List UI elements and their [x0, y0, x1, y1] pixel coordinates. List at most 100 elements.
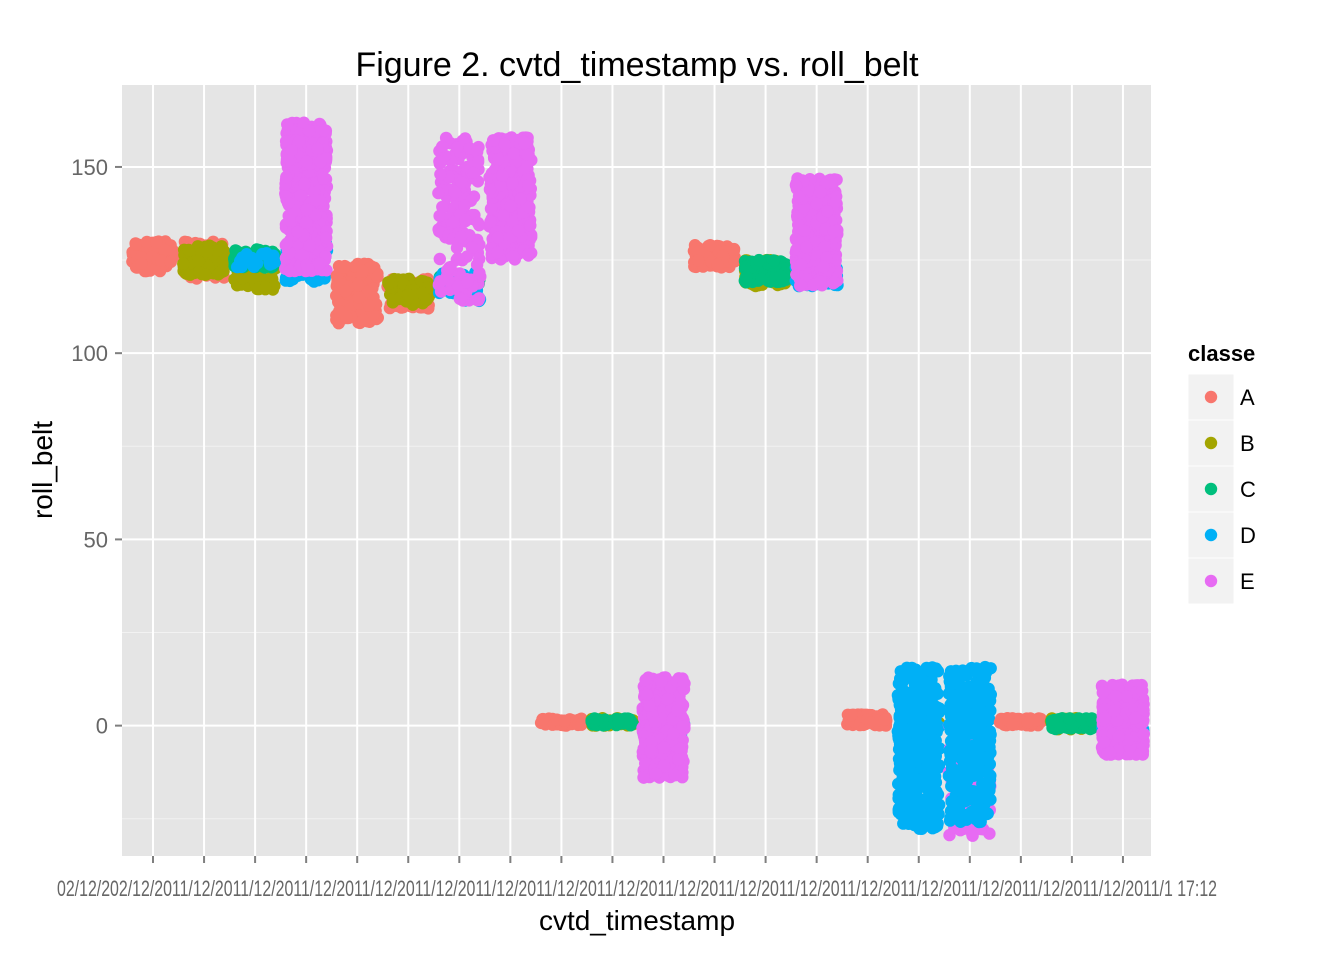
data-point	[309, 193, 323, 207]
legend-label: C	[1240, 477, 1256, 502]
data-point	[450, 241, 464, 255]
data-point	[929, 708, 943, 721]
data-point	[283, 264, 296, 278]
data-points	[126, 116, 1151, 842]
data-point	[640, 688, 654, 701]
data-point	[416, 286, 429, 300]
data-point	[210, 244, 223, 257]
data-point	[711, 258, 724, 271]
data-point	[285, 144, 298, 157]
data-point	[487, 134, 500, 147]
data-point	[1006, 718, 1019, 732]
legend-swatch	[1204, 574, 1218, 588]
data-point	[182, 244, 196, 257]
data-point	[453, 292, 466, 305]
data-point	[828, 276, 841, 289]
data-point	[963, 766, 976, 779]
data-point	[966, 829, 979, 842]
data-point	[1097, 735, 1111, 749]
data-point	[982, 693, 995, 707]
data-point	[612, 714, 625, 728]
data-point	[649, 767, 663, 780]
data-point	[977, 784, 990, 797]
data-point	[301, 262, 315, 275]
data-point	[317, 171, 330, 185]
data-point	[929, 662, 943, 675]
data-point	[910, 693, 923, 706]
data-point	[792, 190, 806, 203]
data-point	[774, 269, 787, 283]
data-point	[927, 734, 941, 747]
data-point	[471, 155, 485, 169]
data-point	[810, 197, 823, 211]
data-point	[825, 176, 839, 189]
data-point	[263, 251, 276, 265]
data-point	[676, 720, 689, 733]
data-point	[644, 744, 657, 758]
data-point	[292, 135, 306, 148]
data-point	[217, 253, 230, 266]
data-point	[667, 727, 680, 741]
plot-panel	[122, 85, 1151, 856]
data-point	[798, 224, 811, 237]
legend-label: B	[1240, 431, 1255, 456]
data-point	[468, 166, 481, 179]
data-point	[303, 239, 316, 252]
data-point	[536, 713, 549, 726]
legend-label: A	[1240, 385, 1255, 410]
data-point	[952, 773, 965, 786]
data-point	[740, 270, 753, 284]
data-point	[1112, 730, 1126, 743]
data-point	[483, 183, 497, 196]
data-point	[441, 264, 454, 277]
data-point	[789, 179, 803, 192]
data-point	[657, 741, 671, 754]
data-point	[246, 271, 259, 284]
data-point	[1120, 690, 1133, 703]
data-point	[236, 259, 249, 272]
data-point	[920, 765, 933, 778]
data-point	[818, 240, 831, 253]
data-point	[657, 759, 671, 772]
data-point	[575, 718, 588, 731]
data-point	[648, 715, 662, 729]
data-point	[200, 245, 214, 258]
legend-swatch	[1204, 482, 1218, 496]
data-point	[671, 704, 684, 717]
data-point	[655, 675, 668, 688]
data-point	[894, 748, 908, 762]
data-point	[637, 771, 650, 784]
data-point	[930, 802, 944, 815]
y-tick-label: 0	[96, 714, 108, 739]
y-tick-label: 100	[71, 341, 108, 366]
data-point	[352, 291, 365, 304]
data-point	[436, 140, 449, 153]
data-point	[800, 241, 813, 254]
data-point	[591, 713, 605, 726]
data-point	[1109, 690, 1123, 703]
data-point	[451, 252, 465, 265]
data-point	[357, 313, 370, 327]
data-point	[900, 667, 913, 681]
data-point	[506, 215, 519, 228]
data-point	[199, 268, 212, 281]
data-point	[314, 155, 327, 169]
data-point	[432, 186, 445, 200]
data-point	[1103, 746, 1117, 759]
data-point	[311, 142, 324, 155]
data-point	[280, 170, 293, 184]
data-point	[459, 213, 472, 226]
data-point	[956, 712, 970, 726]
legend-label: E	[1240, 569, 1255, 594]
data-point	[845, 708, 858, 722]
data-point	[1108, 704, 1121, 717]
data-point	[498, 137, 511, 151]
data-point	[898, 790, 911, 803]
legend-label: D	[1240, 523, 1256, 548]
data-point	[294, 189, 308, 202]
data-point	[944, 698, 957, 711]
data-point	[150, 236, 163, 249]
data-point	[524, 219, 537, 232]
